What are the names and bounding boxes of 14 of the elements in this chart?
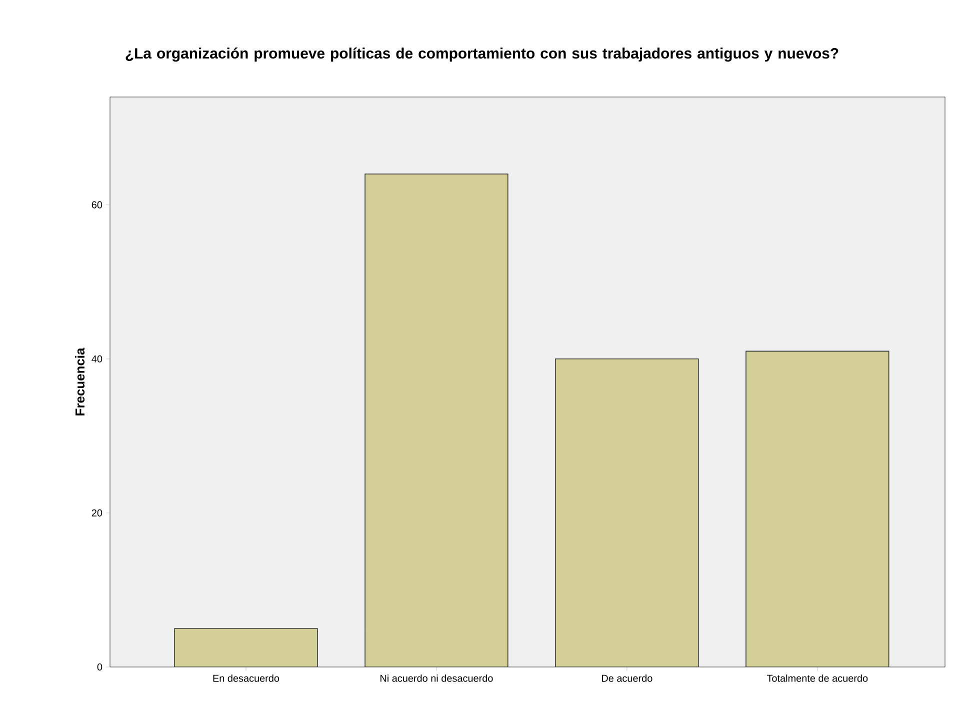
x-tick-label: Ni acuerdo ni desacuerdo — [380, 674, 493, 682]
x-tick-label: En desacuerdo — [213, 674, 280, 682]
y-axis-title: Frecuencia — [75, 348, 85, 416]
bar — [364, 174, 508, 667]
x-tick-label: De acuerdo — [602, 674, 652, 682]
y-tick-label: 60 — [92, 201, 102, 208]
y-tick-label: 40 — [92, 355, 102, 362]
chart-title: ¿La organización promueve políticas de comportamiento con sus trabajadores antiguos y nuevos? — [126, 48, 838, 62]
bar — [746, 350, 890, 667]
y-tick-label: 20 — [92, 509, 102, 516]
x-tick-label: Totalmente de acuerdo — [766, 674, 868, 682]
bar — [555, 358, 699, 667]
y-tick-label: 0 — [97, 663, 102, 671]
bar — [174, 628, 318, 667]
